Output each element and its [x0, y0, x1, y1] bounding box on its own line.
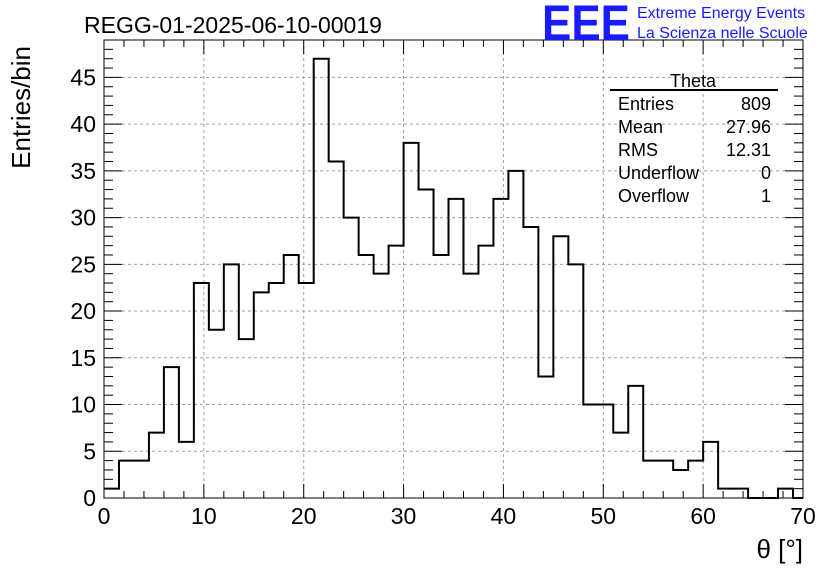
y-tick-label: 45 — [70, 64, 96, 90]
axis-ticks — [103, 39, 804, 499]
stats-label: Overflow — [618, 186, 690, 206]
logo-line2: La Scienza nelle Scuole — [637, 25, 808, 42]
plot-frame — [103, 39, 804, 499]
x-tick-label: 60 — [690, 503, 716, 529]
stats-label: Underflow — [618, 163, 700, 183]
x-tick-label: 0 — [98, 503, 111, 529]
y-tick-label: 10 — [70, 392, 96, 418]
logo-line1: Extreme Energy Events — [637, 5, 805, 22]
x-tick-label: 50 — [590, 503, 616, 529]
x-axis-label: θ [°] — [756, 534, 803, 564]
stats-value: 0 — [761, 163, 771, 183]
stats-value: 12.31 — [726, 140, 771, 160]
x-tick-label: 30 — [391, 503, 417, 529]
stats-rows: Entries 809 Mean 27.96 RMS 12.31 Underflow 0 Ove… — [618, 94, 771, 206]
y-tick-label: 25 — [70, 251, 96, 277]
stats-value: 27.96 — [726, 117, 771, 137]
stats-label: Mean — [618, 117, 663, 137]
x-tick-label: 20 — [291, 503, 317, 529]
x-tick-label: 40 — [491, 503, 517, 529]
y-tick-label: 5 — [83, 438, 96, 464]
y-tick-label: 20 — [70, 298, 96, 324]
y-tick-label: 0 — [83, 485, 96, 511]
eee-logo: EEE Extreme Energy Events La Scienza nel… — [542, 0, 808, 51]
grid-lines — [104, 40, 803, 498]
stats-value: 1 — [761, 186, 771, 206]
y-axis-label: Entries/bin — [6, 46, 36, 169]
y-tick-label: 40 — [70, 111, 96, 137]
stats-value: 809 — [741, 94, 771, 114]
y-tick-label: 30 — [70, 205, 96, 231]
histogram-outline — [104, 57, 803, 499]
y-tick-label: 35 — [70, 158, 96, 184]
logo-mark: EEE — [542, 0, 630, 51]
x-tick-label: 10 — [191, 503, 217, 529]
stats-label: Entries — [618, 94, 674, 114]
chart-title: REGG-01-2025-06-10-00019 — [84, 12, 382, 38]
x-tick-label: 70 — [790, 503, 816, 529]
stats-title: Theta — [670, 71, 717, 91]
stats-label: RMS — [618, 140, 658, 160]
stats-box: Theta Entries 809 Mean 27.96 RMS 12.31 Underfl… — [610, 71, 778, 206]
y-tick-label: 15 — [70, 345, 96, 371]
